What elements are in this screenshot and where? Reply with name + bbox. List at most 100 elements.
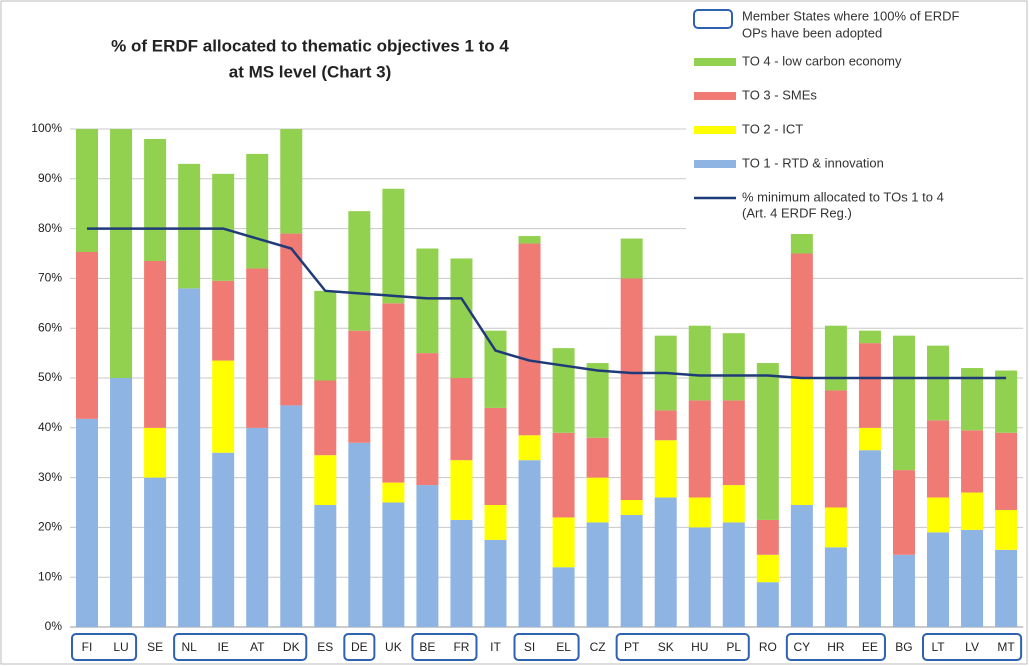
bar-segment: [722, 485, 745, 523]
x-tick-label: LV: [965, 640, 979, 654]
bar-segment: [484, 407, 507, 505]
x-tick-label: FR: [453, 640, 469, 654]
min-line: [87, 227, 1007, 380]
plot: 0% 10% 20% 30% 40% 50% 60% 70% 80% 90% 100% FI LU SE N…: [31, 121, 1024, 661]
bar-segment: [892, 554, 915, 627]
bar-segment: [552, 517, 575, 568]
bar-segment: [586, 363, 609, 438]
bar-segment: [824, 325, 847, 391]
x-tick-label: AT: [250, 640, 265, 654]
bar-segment: [382, 303, 405, 483]
bar-segment: [314, 380, 337, 456]
bar-segment: [688, 325, 711, 401]
bar-segment: [212, 280, 235, 361]
bar-segment: [858, 343, 881, 428]
bar-segment: [654, 410, 677, 441]
legend-swatch: [694, 92, 736, 100]
y-tick-label: 60%: [38, 320, 62, 334]
bar-segment: [144, 427, 167, 478]
x-tick-label: SI: [524, 640, 535, 654]
bar-segment: [586, 522, 609, 627]
bar-segment: [314, 455, 337, 505]
bar-segment: [416, 353, 439, 486]
legend-background: [686, 4, 1024, 234]
adopted-box: [343, 633, 376, 661]
bar-segment: [76, 418, 99, 627]
bar-segment: [144, 477, 167, 627]
x-tick-label: FI: [82, 640, 93, 654]
bar-segment: [144, 260, 167, 428]
legend-label: TO 3 - SMEs: [742, 87, 817, 102]
bar-segment: [280, 129, 303, 234]
y-tick-label: 90%: [38, 171, 62, 185]
bar-segment: [348, 211, 371, 331]
bar-segment: [212, 452, 235, 627]
bar-segment: [620, 514, 643, 627]
legend-label: OPs have been adopted: [742, 25, 882, 40]
chart-title: at MS level (Chart 3): [229, 62, 392, 81]
x-tick-label: PL: [726, 640, 741, 654]
bar-segment: [961, 368, 984, 431]
bar-segment: [756, 582, 779, 627]
bar-segment: [450, 460, 473, 520]
adopted-box: [922, 633, 1023, 661]
bar-segment: [144, 138, 167, 261]
y-tick-label: 30%: [38, 470, 62, 484]
bar-segment: [348, 330, 371, 443]
bar-segment: [756, 519, 779, 555]
x-tick-label: EE: [862, 640, 878, 654]
bar-segment: [892, 335, 915, 471]
x-tick-label: BE: [419, 640, 435, 654]
bar-segment: [961, 529, 984, 627]
bar-segment: [280, 233, 303, 406]
bar-segment: [620, 278, 643, 501]
x-tick-label: IE: [218, 640, 229, 654]
bar-segment: [995, 370, 1018, 433]
bar-segment: [178, 163, 201, 289]
legend-label: TO 2 - ICT: [742, 121, 803, 136]
bar-segment: [314, 290, 337, 381]
bar-segment: [995, 549, 1018, 627]
legend-swatch: [694, 58, 736, 66]
bar-segment: [450, 378, 473, 461]
bar-segment: [995, 509, 1018, 550]
x-tick-label: BG: [895, 640, 912, 654]
bar-segment: [927, 345, 950, 421]
bar-segment: [518, 460, 541, 627]
y-tick-label: 0%: [45, 619, 63, 633]
bar-segment: [654, 440, 677, 498]
bar-segment: [416, 248, 439, 354]
bar-segment: [892, 470, 915, 555]
y-tick-label: 50%: [38, 370, 62, 384]
bar-segment: [858, 427, 881, 451]
bar-segment: [824, 547, 847, 627]
bar-segment: [654, 497, 677, 627]
y-tick-label: 10%: [38, 569, 62, 583]
bar-segment: [552, 432, 575, 518]
x-tick-label: PT: [624, 640, 640, 654]
bar-segment: [927, 532, 950, 627]
x-tick-label: HR: [827, 640, 845, 654]
adopted-box: [615, 633, 750, 661]
legend-swatch: [694, 126, 736, 134]
bar-segment: [518, 243, 541, 436]
bar-segment: [552, 348, 575, 433]
bar-segment: [586, 437, 609, 478]
bar-segment: [995, 432, 1018, 510]
adopted-box: [513, 633, 580, 661]
bar-segment: [484, 330, 507, 408]
bar-segment: [212, 360, 235, 453]
x-tick-label: ES: [317, 640, 333, 654]
bar-segment: [450, 258, 473, 378]
legend-label: TO 4 - low carbon economy: [742, 53, 902, 68]
adopted-box: [411, 633, 478, 661]
x-tick-label: LT: [931, 640, 945, 654]
bar-segment: [76, 252, 99, 419]
x-tick-label: CY: [794, 640, 811, 654]
bar-segment: [484, 504, 507, 540]
bar-segment: [961, 430, 984, 493]
bar-segment: [178, 288, 201, 627]
bar-segment: [858, 450, 881, 627]
legend-adopted-icon: [693, 9, 733, 29]
